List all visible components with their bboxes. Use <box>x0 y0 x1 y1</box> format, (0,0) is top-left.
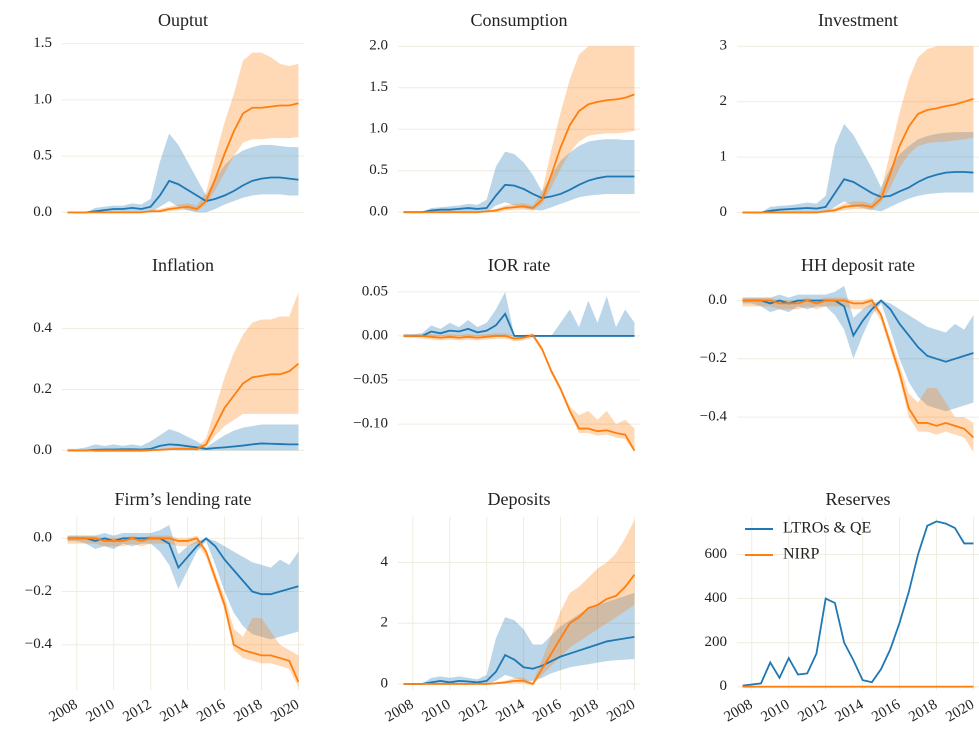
x-tick-label: 2014 <box>157 696 191 725</box>
y-tick-label: 400 <box>705 590 728 606</box>
y-tick-label: 600 <box>705 546 728 562</box>
x-tick-label: 2016 <box>869 696 903 725</box>
y-tick-label: 0.4 <box>33 320 52 336</box>
x-tick-label: 2012 <box>795 697 829 726</box>
series-line <box>403 93 635 214</box>
x-tick-label: 2012 <box>456 697 490 726</box>
y-tick-label: 0.5 <box>369 162 388 178</box>
panel-title: IOR rate <box>488 255 550 275</box>
y-tick-label: 1.0 <box>33 91 52 107</box>
series-line <box>67 442 299 452</box>
confidence-band <box>67 52 299 213</box>
legend-label: LTROs & QE <box>783 520 871 537</box>
confidence-band <box>67 524 299 640</box>
series-line <box>403 312 635 337</box>
y-tick-label: 2 <box>720 93 728 109</box>
y-tick-label: 0.0 <box>369 204 388 220</box>
series-line <box>67 362 300 452</box>
confidence-band <box>403 333 635 453</box>
series-line <box>403 574 636 686</box>
y-tick-label: −0.4 <box>25 636 53 652</box>
confidence-band <box>403 139 635 213</box>
confidence-band <box>742 123 974 213</box>
panel-title: HH deposit rate <box>801 255 915 275</box>
series-line <box>742 171 974 214</box>
x-tick-label: 2018 <box>567 697 601 726</box>
x-tick-label: 2014 <box>832 696 866 725</box>
series-line <box>742 299 974 363</box>
y-tick-label: 0.0 <box>33 204 52 220</box>
y-tick-label: 3 <box>720 38 728 54</box>
y-tick-label: 0.0 <box>33 530 52 546</box>
y-tick-label: 0.0 <box>708 292 727 308</box>
series-line <box>403 333 636 452</box>
x-tick-label: 2020 <box>943 697 977 726</box>
x-tick-label: 2010 <box>758 697 792 726</box>
x-tick-label: 2010 <box>83 697 117 726</box>
panel-title: Ouptut <box>158 10 208 30</box>
confidence-band <box>67 292 299 451</box>
confidence-band <box>742 46 974 213</box>
series-line <box>742 299 975 439</box>
series-line <box>403 175 635 214</box>
y-tick-label: −0.2 <box>700 350 727 366</box>
confidence-band <box>403 592 635 684</box>
x-tick-label: 2018 <box>231 697 265 726</box>
x-tick-label: 2014 <box>493 696 527 725</box>
y-tick-label: 1.0 <box>369 121 388 137</box>
y-tick-label: 0 <box>720 204 728 220</box>
confidence-band <box>403 291 635 336</box>
x-tick-label: 2016 <box>530 696 564 725</box>
y-tick-label: 0.00 <box>362 327 388 343</box>
confidence-band <box>742 297 974 453</box>
x-tick-label: 2012 <box>120 697 154 726</box>
y-tick-label: −0.4 <box>700 409 728 425</box>
panel-title: Investment <box>818 10 898 30</box>
y-tick-label: 1.5 <box>369 79 388 95</box>
series-line <box>67 537 300 683</box>
series-line <box>67 102 299 214</box>
x-tick-label: 2010 <box>419 697 453 726</box>
panel-title: Deposits <box>488 489 551 509</box>
panel-title: Inflation <box>152 255 214 275</box>
y-tick-label: 2.0 <box>369 38 388 54</box>
y-tick-label: 0.5 <box>33 148 52 164</box>
y-tick-label: 200 <box>705 634 728 650</box>
x-tick-label: 2008 <box>383 697 417 726</box>
x-tick-label: 2016 <box>194 696 228 725</box>
panel-title: Consumption <box>470 10 567 30</box>
y-tick-label: 1.5 <box>33 35 52 51</box>
y-tick-label: 2 <box>381 615 389 631</box>
y-tick-label: 0 <box>381 675 389 691</box>
y-tick-label: 0.0 <box>33 442 52 458</box>
y-tick-label: 0.2 <box>33 381 52 397</box>
y-tick-label: 1 <box>720 149 728 165</box>
x-tick-label: 2008 <box>47 697 81 726</box>
confidence-band <box>403 520 635 686</box>
legend-label: NIRP <box>783 546 820 563</box>
confidence-band <box>742 285 974 412</box>
panel-title: Reserves <box>826 489 891 509</box>
panel-title: Firm’s lending rate <box>115 489 252 509</box>
series-line <box>742 520 974 687</box>
series-line <box>742 98 974 214</box>
confidence-band <box>403 46 635 213</box>
x-tick-label: 2008 <box>722 697 756 726</box>
x-tick-label: 2020 <box>604 697 638 726</box>
series-line <box>403 635 635 685</box>
y-tick-label: 4 <box>381 554 389 570</box>
series-line <box>67 176 299 214</box>
y-tick-label: 0 <box>720 678 728 694</box>
y-tick-label: 0.05 <box>362 283 388 299</box>
confidence-band <box>67 133 299 213</box>
y-tick-label: −0.10 <box>353 416 388 432</box>
series-line <box>67 537 299 596</box>
y-tick-label: −0.05 <box>353 371 388 387</box>
x-tick-label: 2020 <box>268 697 302 726</box>
x-tick-label: 2018 <box>906 697 940 726</box>
y-tick-label: −0.2 <box>25 583 52 599</box>
